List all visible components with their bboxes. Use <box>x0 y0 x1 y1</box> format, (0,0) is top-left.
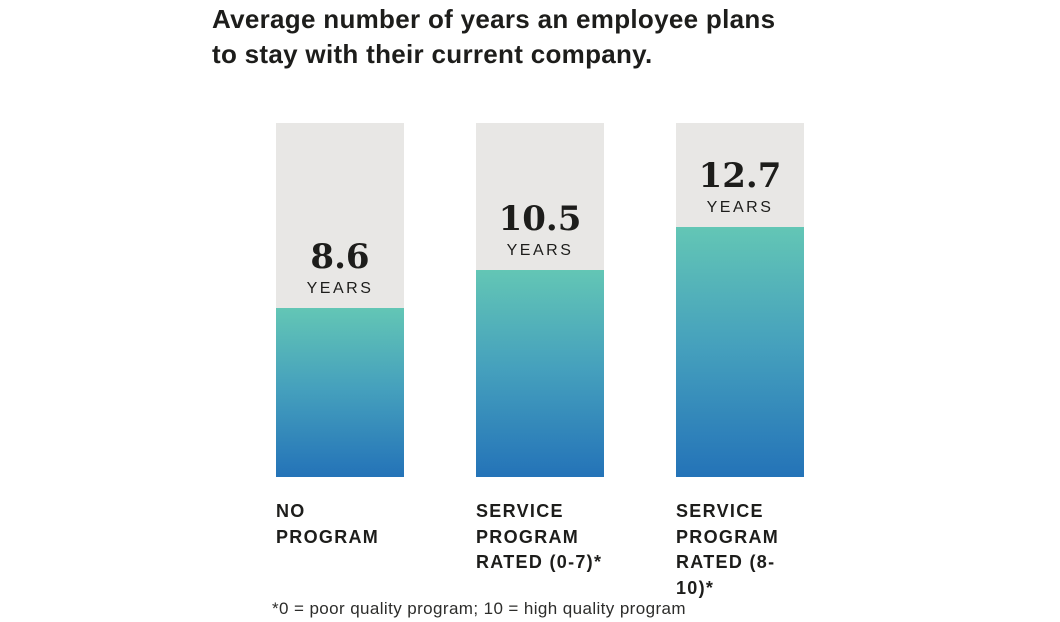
bar-category-label: SERVICE PROGRAM RATED (8-10)* <box>676 501 780 598</box>
bar-chart: 8.6 YEARS NO PROGRAM 10.5 YEARS SERVICE … <box>276 123 804 598</box>
bar-group-no-program: 8.6 YEARS NO PROGRAM <box>276 123 404 547</box>
bar-value-label: 10.5 YEARS <box>476 202 604 260</box>
bar-track: 12.7 YEARS <box>676 123 804 477</box>
bar-category-label: NO PROGRAM <box>276 501 380 547</box>
bar-group-service-program-8-10: 12.7 YEARS SERVICE PROGRAM RATED (8-10)* <box>676 123 804 598</box>
bar-value-number: 10.5 <box>498 199 582 240</box>
bar-fill <box>276 308 404 477</box>
chart-footnote: *0 = poor quality program; 10 = high qua… <box>272 599 686 618</box>
bar-value-unit: YEARS <box>506 242 574 259</box>
bar-value-unit: YEARS <box>306 280 374 297</box>
bar-category-label: SERVICE PROGRAM RATED (0-7)* <box>476 501 603 572</box>
bar-value-label: 12.7 YEARS <box>676 159 804 217</box>
bar-track: 8.6 YEARS <box>276 123 404 477</box>
chart-title: Average number of years an employee plan… <box>212 4 776 69</box>
bar-group-service-program-0-7: 10.5 YEARS SERVICE PROGRAM RATED (0-7)* <box>476 123 604 572</box>
bar-track: 10.5 YEARS <box>476 123 604 477</box>
bar-value-label: 8.6 YEARS <box>276 240 404 298</box>
bar-value-unit: YEARS <box>706 199 774 216</box>
bar-fill <box>476 270 604 477</box>
bar-fill <box>676 227 804 477</box>
bar-value-number: 8.6 <box>310 237 370 278</box>
bar-value-number: 12.7 <box>698 156 782 197</box>
